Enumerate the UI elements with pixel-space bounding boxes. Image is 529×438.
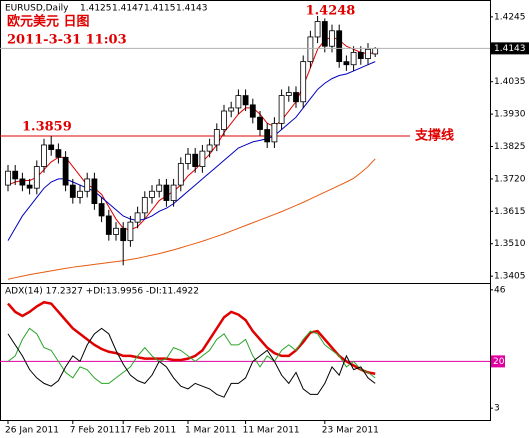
x-tick-label: 23 Mar 2011 xyxy=(322,426,379,436)
candle-body xyxy=(336,30,343,63)
line xyxy=(7,61,376,241)
header-low: 1.4115 xyxy=(144,4,176,14)
candle-body xyxy=(105,215,112,235)
candle-body xyxy=(41,144,47,167)
x-tick-label: 17 Feb 2011 xyxy=(120,426,176,436)
candle-body xyxy=(357,51,364,59)
y-tick-label: 1.3510 xyxy=(494,239,526,249)
candle-body xyxy=(120,227,127,242)
level-label: 20 xyxy=(493,357,505,367)
line xyxy=(7,36,376,231)
candle-body xyxy=(98,203,105,217)
x-tick-label: 11 Mar 2011 xyxy=(243,426,300,436)
candle-body xyxy=(77,190,83,198)
candle-body xyxy=(314,21,321,38)
candle-body xyxy=(264,129,271,143)
candle-body xyxy=(12,170,19,180)
candle-body xyxy=(329,30,335,47)
candle-body xyxy=(62,156,69,186)
candle-body xyxy=(271,122,278,143)
candle-body xyxy=(48,144,55,150)
x-tick-label: 7 Feb 2011 xyxy=(70,426,120,436)
candle-body xyxy=(141,197,148,214)
candle-body xyxy=(285,92,292,96)
candle-body xyxy=(163,184,170,201)
candle-body xyxy=(249,104,256,118)
price-label: 1.4143 xyxy=(494,44,526,54)
candle-body xyxy=(221,110,227,130)
candle-body xyxy=(69,184,76,198)
note: 2011-3-31 11:03 xyxy=(7,33,127,48)
indicator-title: ADX(14) 17.2327 +DI:13.9956 -DI:11.4922 xyxy=(5,287,199,297)
y-tick-label: 1.4035 xyxy=(494,77,526,87)
y-tick-label: 1.3405 xyxy=(494,272,526,282)
candle-body xyxy=(278,95,285,124)
candle-body xyxy=(5,170,11,186)
candle-body xyxy=(19,178,26,186)
line xyxy=(7,327,376,384)
y-tick-label: 3 xyxy=(494,404,500,414)
line xyxy=(7,158,376,280)
peak-label: 1.4248 xyxy=(306,4,356,19)
level-box xyxy=(491,355,505,368)
candle-body xyxy=(177,163,184,186)
candle-body xyxy=(213,129,220,146)
candle-body xyxy=(257,116,263,130)
y-tick-label: 1.3615 xyxy=(494,207,526,217)
candle-body xyxy=(235,95,242,109)
y-tick-label: 1.3720 xyxy=(494,174,526,184)
candle-body xyxy=(134,212,141,223)
x-tick-label: 1 Mar 2011 xyxy=(185,426,236,436)
candle-body xyxy=(242,95,249,106)
header-open: 1.4125 xyxy=(80,4,112,14)
header-close: 1.4143 xyxy=(176,4,208,14)
candle-body xyxy=(192,153,199,167)
note: 欧元美元 日图 xyxy=(7,14,90,30)
y-tick-label: 1.3930 xyxy=(494,110,526,120)
y-tick-label: 1.4245 xyxy=(494,12,526,22)
line xyxy=(7,327,376,398)
candle-body xyxy=(372,47,379,55)
candle-body xyxy=(350,51,357,66)
price-box xyxy=(491,42,529,55)
candle-body xyxy=(300,61,307,103)
candle-body xyxy=(84,178,91,192)
y-tick-label: 1.3825 xyxy=(494,142,526,152)
candle-body xyxy=(127,221,134,242)
candle-body xyxy=(91,178,98,205)
candle-body xyxy=(33,166,40,189)
candle-body xyxy=(321,21,328,47)
support-label: 支撑线 xyxy=(414,128,454,144)
candle-body xyxy=(55,149,62,158)
candle-body xyxy=(206,144,213,152)
header-high: 1.4147 xyxy=(112,4,144,14)
candle-body xyxy=(199,150,206,167)
candle-body xyxy=(185,153,191,164)
candle-body xyxy=(170,184,177,201)
candle-body xyxy=(149,190,155,198)
candle-body xyxy=(293,92,299,103)
candle-body xyxy=(26,184,33,189)
line xyxy=(7,300,376,376)
x-tick-label: 26 Jan 2011 xyxy=(5,426,59,436)
support-value: 1.3859 xyxy=(22,120,72,135)
candle-body xyxy=(156,184,163,192)
candle-body xyxy=(113,227,119,235)
candle-body xyxy=(343,61,350,66)
candle-body xyxy=(365,48,371,59)
candle-body xyxy=(228,107,235,112)
y-tick-label: 46 xyxy=(494,285,506,295)
chart-title: EURUSD,Daily xyxy=(5,4,69,14)
candle-body xyxy=(307,36,314,63)
